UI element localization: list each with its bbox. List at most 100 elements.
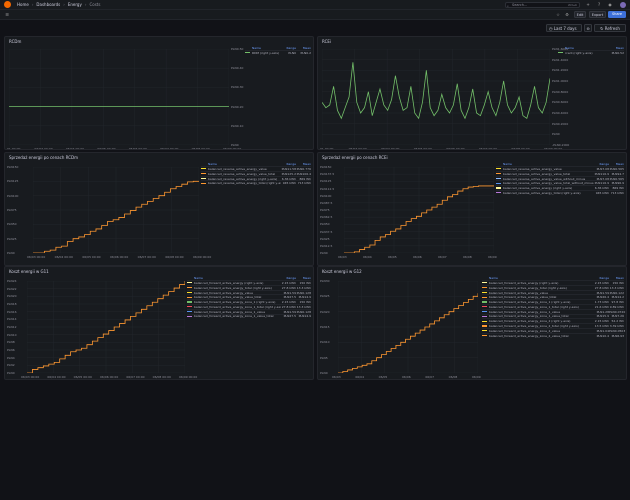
legend-series-name[interactable]: balanced_reverse_active_energy_value	[208, 166, 267, 171]
legend-series-name[interactable]: balanced_forward_active_energy (right y-…	[194, 280, 264, 285]
legend-series-name[interactable]: balanced_forward_active_energy_zone_1_to…	[489, 304, 579, 309]
menu-icon[interactable]: ☰	[5, 12, 9, 17]
legend-header-name[interactable]: Name	[489, 276, 498, 280]
legend-series-name[interactable]: balanced_forward_active_energy_zone_1_va…	[489, 314, 569, 319]
share-button[interactable]: Share	[608, 11, 626, 18]
legend-row[interactable]: balanced_forward_active_energy_value PLN1…	[482, 289, 624, 295]
legend-row[interactable]: balanced_forward_active_energy_zone_1 (r…	[187, 299, 311, 304]
breadcrumb-energy[interactable]: Energy	[67, 2, 82, 7]
legend-row[interactable]: balanced_reverse_active_energy_total (ri…	[496, 189, 624, 195]
legend-series-name[interactable]: balanced_forward_active_energy_zone_1 (r…	[194, 300, 276, 305]
legend-row[interactable]: balanced_reverse_active_energy (right y-…	[201, 175, 311, 181]
legend-row[interactable]: balanced_reverse_active_energy_value PLN7…	[496, 166, 624, 171]
legend-series-name[interactable]: balanced_forward_active_energy_zone_1_va…	[489, 309, 561, 314]
legend-series-name[interactable]: balanced_forward_active_energy_value_tot…	[489, 295, 557, 300]
search-input[interactable]: ⌕ Search... ctrl+k	[505, 2, 580, 8]
legend-row[interactable]: balanced_reverse_active_energy_value_wit…	[496, 175, 624, 181]
user-avatar[interactable]	[620, 2, 626, 8]
legend-series-name[interactable]: balanced_reverse_active_energy_value_tot…	[503, 171, 571, 176]
legend-header-stat[interactable]: Mean	[615, 46, 624, 50]
legend-row[interactable]: balanced_forward_active_energy_zone_1_to…	[482, 303, 624, 309]
legend-series-name[interactable]: balanced_reverse_active_energy_value_tot…	[208, 171, 276, 176]
zoom-out-button[interactable]: ⊖	[584, 24, 592, 32]
legend-row[interactable]: balanced_forward_active_energy_value_tot…	[187, 294, 311, 299]
legend-series-name[interactable]: balanced_forward_active_energy_zone_1_va…	[194, 309, 266, 314]
legend-header-stat[interactable]: Range	[286, 276, 296, 280]
panel-5[interactable]: Koszt energii w G12 PLN30 PLN25 PLN20 PLN15 P…	[317, 266, 627, 380]
legend-row[interactable]: balanced_reverse_active_energy_value_tot…	[496, 180, 624, 185]
legend-row[interactable]: balanced_forward_active_energy_zone_2_va…	[482, 332, 624, 338]
legend-row[interactable]: balanced_forward_active_energy_zone_1_va…	[187, 308, 311, 314]
chart-plot-area[interactable]	[27, 281, 185, 373]
legend-header-stat[interactable]: Range	[599, 276, 609, 280]
legend-row[interactable]: balanced_reverse_active_energy (right y-…	[496, 185, 624, 190]
legend-row[interactable]: rcedi (right y-axis) PLN0.52	[558, 50, 624, 55]
panel-title[interactable]: Sprzedaż energii po cenach RCDm	[9, 155, 78, 160]
legend-row[interactable]: balanced_forward_active_energy_value PLN1…	[187, 289, 311, 295]
legend-series-name[interactable]: balanced_forward_active_energy_value	[489, 290, 548, 295]
breadcrumb-dashboards[interactable]: Dashboards	[36, 2, 61, 7]
panel-title[interactable]: Sprzedaż energii po cenach RCEi	[322, 155, 388, 160]
rss-icon[interactable]: ◉	[608, 2, 612, 7]
legend-row[interactable]: balanced_forward_active_energy_value_tot…	[482, 294, 624, 299]
legend-row[interactable]: balanced_forward_active_energy_zone_2 (r…	[482, 318, 624, 323]
legend-header-name[interactable]: Name	[194, 276, 203, 280]
chart-plot-area[interactable]	[344, 167, 494, 253]
legend-header-stat[interactable]: Mean	[302, 276, 311, 280]
star-icon[interactable]: ☆	[556, 12, 560, 17]
chart-plot-area[interactable]	[33, 167, 199, 253]
legend-row[interactable]: balanced_forward_active_energy_zone_1_va…	[482, 313, 624, 319]
legend-row[interactable]: balanced_reverse_active_energy_value_tot…	[496, 170, 624, 176]
legend-series-name[interactable]: balanced_reverse_active_energy_total (ri…	[503, 190, 581, 195]
legend-row[interactable]: balanced_reverse_active_energy_total (ri…	[201, 180, 311, 185]
panel-2[interactable]: Sprzedaż energii po cenach RCDm PLN150 PLN…	[4, 152, 314, 266]
legend-row[interactable]: balanced_forward_active_energy (right y-…	[482, 280, 624, 285]
legend-series-name[interactable]: balanced_forward_active_energy_value_tot…	[194, 295, 262, 300]
legend-series-name[interactable]: RDM (right y-axis)	[252, 50, 280, 55]
legend-row[interactable]: balanced_forward_active_energy (right y-…	[187, 280, 311, 285]
legend-row[interactable]: balanced_reverse_active_energy_value_tot…	[201, 170, 311, 176]
edit-button[interactable]: Edit	[574, 11, 586, 18]
legend-series-name[interactable]: balanced_forward_active_energy_zone_2_va…	[489, 333, 569, 338]
legend-header-stat[interactable]: Mean	[615, 276, 624, 280]
legend-header-name[interactable]: Name	[503, 162, 512, 166]
legend-row[interactable]: balanced_forward_active_energy_zone_1_va…	[482, 308, 625, 314]
legend-row[interactable]: RDM (right y-axis) PLN0 PLN0.2	[245, 50, 311, 55]
legend-series-name[interactable]: balanced_reverse_active_energy_value_tot…	[503, 181, 594, 186]
panel-title[interactable]: RCEi	[322, 39, 332, 44]
export-button[interactable]: Export	[589, 11, 606, 18]
legend-row[interactable]: balanced_reverse_active_energy_value PLN1…	[201, 166, 311, 171]
legend-header-stat[interactable]: Mean	[615, 162, 624, 166]
help-icon[interactable]: ?	[597, 2, 601, 7]
legend-header-stat[interactable]: Mean	[302, 162, 311, 166]
legend-series-name[interactable]: balanced_reverse_active_energy (right y-…	[503, 186, 573, 191]
legend-series-name[interactable]: balanced_reverse_active_energy (right y-…	[208, 176, 278, 181]
time-range-picker[interactable]: ◷ Last 7 days	[546, 24, 582, 32]
legend-series-name[interactable]: balanced_forward_active_energy_zone_1_to…	[194, 304, 281, 309]
legend-row[interactable]: balanced_forward_active_energy_zone_1_to…	[187, 303, 311, 309]
legend-row[interactable]: balanced_forward_active_energy_zone_2_to…	[482, 323, 624, 328]
chart-plot-area[interactable]	[338, 281, 478, 373]
legend-series-name[interactable]: balanced_forward_active_energy_zone_2 (r…	[489, 319, 571, 324]
panel-0[interactable]: RCDm PLN0.50 PLN0.40 PLN0.30 PLN0.20 PLN0.10 P…	[4, 36, 314, 150]
legend-series-name[interactable]: balanced_forward_active_energy_zone_2_to…	[489, 324, 579, 329]
grafana-logo-icon[interactable]	[4, 1, 11, 8]
panel-3[interactable]: Sprzedaż energii po cenach RCEi PLN150 PLN…	[317, 152, 627, 266]
legend-row[interactable]: balanced_forward_active_energy_zone_1 (r…	[482, 299, 624, 304]
chart-plot-area[interactable]	[9, 49, 229, 145]
legend-header-name[interactable]: Name	[565, 46, 574, 50]
legend-series-name[interactable]: balanced_forward_active_energy_zone_2_va…	[489, 328, 561, 333]
legend-series-name[interactable]: balanced_reverse_active_energy_value_wit…	[503, 176, 586, 181]
legend-header-name[interactable]: Name	[208, 162, 217, 166]
legend-series-name[interactable]: rcedi (right y-axis)	[565, 50, 593, 55]
legend-header-name[interactable]: Name	[252, 46, 261, 50]
legend-series-name[interactable]: balanced_forward_active_energy_zone_1 (r…	[489, 300, 571, 305]
breadcrumb-home[interactable]: Home	[17, 2, 29, 7]
legend-header-stat[interactable]: Range	[599, 162, 609, 166]
legend-header-stat[interactable]: Range	[286, 46, 296, 50]
legend-series-name[interactable]: balanced_reverse_active_energy_total (ri…	[208, 181, 281, 186]
legend-series-name[interactable]: balanced_reverse_active_energy_value	[503, 166, 562, 171]
legend-row[interactable]: balanced_forward_active_energy_zone_2_va…	[482, 327, 625, 333]
settings-icon[interactable]: ⚙	[565, 12, 569, 17]
panel-1[interactable]: RCEi PLN1.6000 PLN1.4000 PLN1.2000 PLN1.0000…	[317, 36, 627, 150]
